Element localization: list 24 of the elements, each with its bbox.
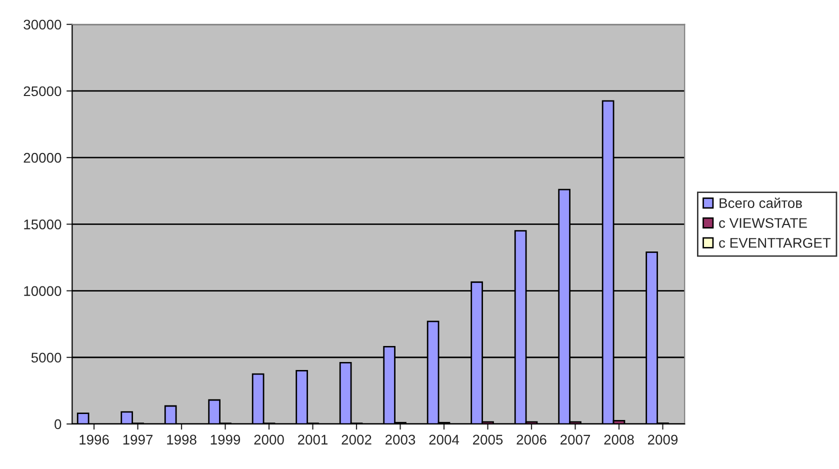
legend-label: с EVENTTARGET [719,238,831,248]
x-tick-label: 2008 [604,434,634,445]
x-tick-label: 2001 [298,434,328,445]
y-tick-label: 5000 [31,352,62,363]
x-tick-label: 2003 [386,434,416,445]
x-tick-label: 2006 [516,434,546,445]
x-tick-label: 2007 [560,434,590,445]
x-tick-label: 2004 [429,434,460,445]
legend-label: с VIEWSTATE [719,218,807,228]
y-tick-label: 30000 [24,20,62,30]
y-tick-label: 0 [54,419,62,430]
x-tick-label: 1998 [167,434,196,445]
x-tick-label: 1997 [123,434,153,445]
x-tick-label: 1999 [210,434,240,445]
x-tick-label: 2005 [473,434,503,445]
x-tick-label: 2000 [254,434,284,445]
legend-label: Всего сайтов [720,198,802,208]
y-tick-label: 15000 [24,220,62,230]
y-tick-label: 10000 [24,286,62,296]
y-tick-label: 20000 [24,152,62,163]
y-tick-label: 25000 [24,86,62,96]
x-tick-label: 1996 [80,434,109,445]
x-tick-label: 2009 [648,434,678,445]
x-tick-label: 2002 [342,434,372,445]
